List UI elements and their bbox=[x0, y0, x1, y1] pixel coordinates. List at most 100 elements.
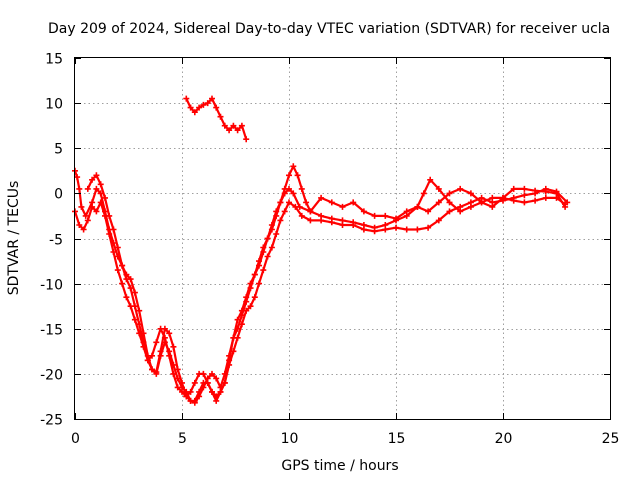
data-point bbox=[76, 222, 83, 228]
data-point bbox=[371, 228, 378, 235]
series-track-a bbox=[72, 163, 569, 406]
data-point bbox=[489, 203, 496, 210]
data-point bbox=[277, 199, 284, 206]
data-point bbox=[191, 109, 198, 116]
data-point bbox=[243, 294, 250, 301]
y-axis-label: SDTVAR / TECUs bbox=[6, 181, 22, 296]
data-point bbox=[166, 330, 173, 337]
x-tick-label: 25 bbox=[602, 431, 620, 447]
data-point bbox=[234, 127, 241, 134]
data-point bbox=[435, 217, 442, 224]
data-point bbox=[93, 208, 100, 215]
y-tick-label: 0 bbox=[54, 187, 63, 203]
data-point bbox=[226, 127, 233, 134]
data-point bbox=[89, 203, 96, 210]
data-point bbox=[457, 203, 464, 210]
data-point bbox=[286, 185, 292, 192]
data-point bbox=[420, 190, 427, 197]
data-point bbox=[414, 226, 421, 233]
data-point bbox=[457, 185, 464, 192]
data-point bbox=[123, 294, 130, 301]
data-point bbox=[238, 122, 245, 129]
data-point bbox=[277, 217, 284, 224]
tick-layer bbox=[75, 58, 611, 420]
data-point bbox=[247, 280, 254, 287]
data-point bbox=[318, 217, 325, 224]
chart-title: Day 209 of 2024, Sidereal Day-to-day VTE… bbox=[48, 21, 610, 37]
data-point bbox=[230, 122, 237, 129]
data-point bbox=[307, 217, 314, 224]
data-point bbox=[532, 187, 539, 194]
data-point bbox=[296, 203, 303, 210]
data-point bbox=[286, 199, 292, 206]
data-point bbox=[78, 203, 85, 210]
data-point bbox=[127, 285, 134, 292]
data-point bbox=[183, 388, 190, 395]
data-point bbox=[200, 370, 207, 377]
data-point bbox=[339, 222, 346, 228]
data-point bbox=[140, 339, 147, 346]
data-point bbox=[393, 215, 399, 222]
data-point bbox=[93, 172, 100, 179]
data-point bbox=[82, 212, 89, 219]
data-point bbox=[183, 95, 190, 102]
data-point bbox=[564, 199, 571, 206]
data-point bbox=[230, 334, 237, 341]
data-point bbox=[290, 163, 297, 170]
data-point bbox=[161, 339, 168, 346]
data-point bbox=[209, 370, 215, 377]
data-point bbox=[286, 172, 292, 179]
tick-label-layer: 0 5 10 15 20 25 -25 -20 -15 -10 -5 0 5 10 15 bbox=[40, 52, 619, 448]
data-point bbox=[521, 199, 528, 206]
data-point bbox=[114, 267, 121, 274]
data-point bbox=[243, 136, 250, 143]
data-point bbox=[209, 95, 215, 102]
data-point bbox=[350, 199, 357, 206]
data-point bbox=[268, 244, 275, 251]
y-tick-label: -10 bbox=[40, 278, 63, 294]
data-point bbox=[204, 379, 211, 386]
data-point bbox=[174, 375, 181, 382]
grid-layer bbox=[75, 58, 610, 419]
data-point bbox=[204, 100, 211, 107]
data-point bbox=[435, 185, 442, 192]
data-point bbox=[382, 212, 389, 219]
data-point bbox=[264, 253, 271, 260]
data-point bbox=[273, 231, 280, 237]
data-point bbox=[521, 192, 528, 199]
data-point bbox=[102, 194, 108, 201]
y-tick-label: 10 bbox=[45, 97, 63, 113]
data-point bbox=[76, 185, 83, 192]
y-tick-label: -25 bbox=[40, 413, 63, 429]
data-point bbox=[106, 212, 113, 219]
data-point bbox=[74, 174, 81, 181]
data-point bbox=[179, 384, 185, 391]
data-point bbox=[281, 208, 288, 215]
data-point bbox=[298, 185, 305, 192]
data-point bbox=[339, 203, 346, 210]
data-point bbox=[294, 172, 301, 179]
data-point bbox=[303, 199, 310, 206]
data-point bbox=[131, 289, 138, 296]
data-point bbox=[209, 388, 215, 395]
data-point bbox=[97, 181, 104, 188]
data-point bbox=[281, 190, 288, 197]
data-point bbox=[123, 276, 130, 283]
data-point bbox=[89, 176, 96, 183]
data-point bbox=[238, 321, 245, 328]
data-point bbox=[221, 122, 228, 129]
data-point bbox=[110, 249, 117, 255]
data-point bbox=[467, 190, 474, 197]
data-point bbox=[153, 370, 160, 377]
data-point bbox=[191, 397, 198, 404]
data-point bbox=[166, 348, 173, 355]
series-track-c bbox=[84, 172, 569, 404]
data-point bbox=[260, 249, 267, 255]
data-point bbox=[119, 262, 126, 269]
data-point bbox=[290, 190, 297, 197]
data-point bbox=[350, 222, 357, 228]
series-layer bbox=[72, 95, 571, 406]
data-point bbox=[153, 339, 160, 346]
data-point bbox=[478, 199, 485, 206]
